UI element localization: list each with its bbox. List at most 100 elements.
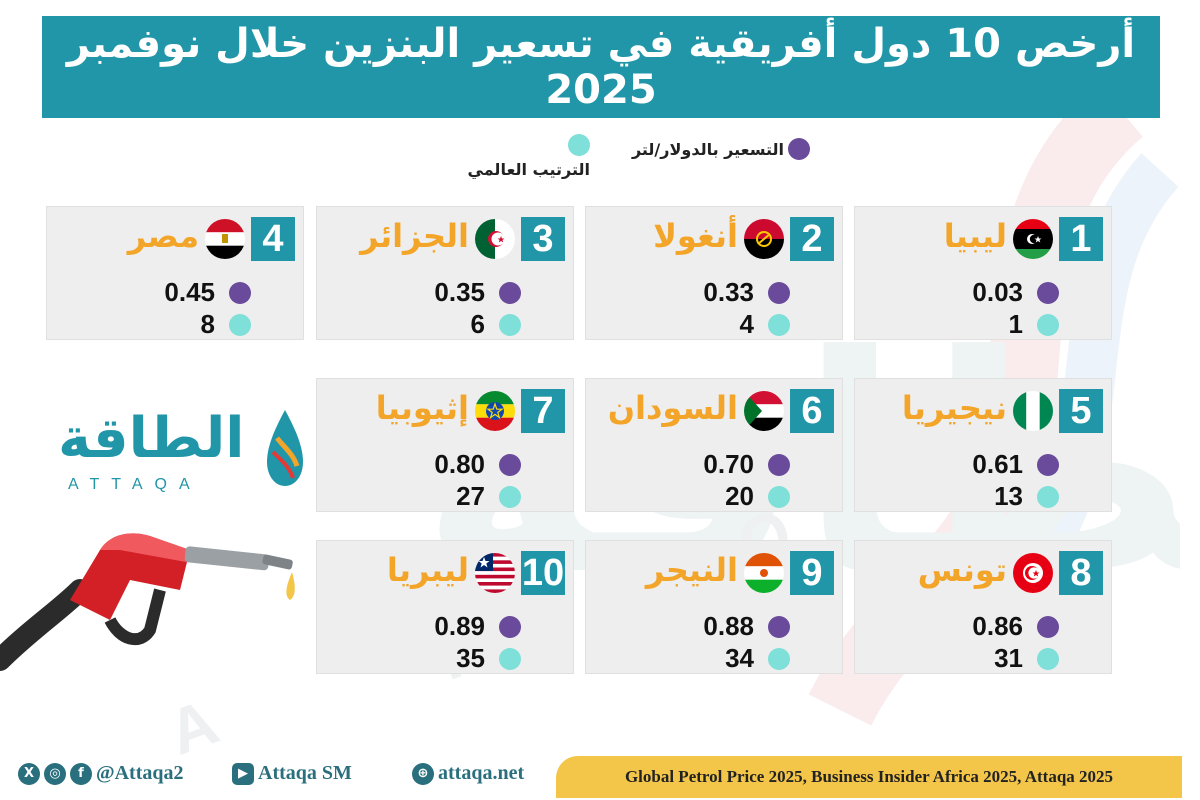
country-name: السودان	[607, 389, 738, 427]
world-rank-dot	[499, 647, 521, 670]
world-rank-dot	[768, 485, 790, 508]
price-row: 0.45	[164, 277, 251, 308]
rank-badge: 5	[1059, 389, 1103, 433]
liberia-flag-icon	[475, 553, 515, 593]
world-rank-row: 20	[725, 481, 790, 512]
legend: التسعير بالدولار/لتر الترتيب العالمي	[330, 130, 810, 184]
angola-flag-icon	[744, 219, 784, 259]
price-value: 0.03	[972, 277, 1023, 307]
world-rank-value: 27	[456, 481, 485, 511]
title-banner: أرخص 10 دول أفريقية في تسعير البنزين خلا…	[42, 16, 1160, 118]
instagram-icon[interactable]: ◎	[44, 762, 66, 785]
footer: X ◎ f @Attaqa2 ▶ Attaqa SM ⊕ attaqa.net …	[0, 752, 1200, 800]
price-dot	[1037, 615, 1059, 638]
price-row: 0.80	[434, 449, 521, 480]
website-link[interactable]: attaqa.net	[438, 762, 525, 784]
world-rank-row: 27	[456, 481, 521, 512]
world-rank-row: 6	[471, 309, 521, 340]
country-name: إثيوبيا	[375, 389, 469, 427]
ethiopia-flag-icon	[475, 391, 515, 431]
country-name: أنغولا	[653, 217, 738, 255]
world-rank-row: 13	[994, 481, 1059, 512]
price-dot	[768, 453, 790, 476]
world-rank-value: 13	[994, 481, 1023, 511]
country-name: الجزائر	[360, 217, 469, 255]
world-rank-row: 34	[725, 643, 790, 674]
country-card: 10 ليبريا 0.89 35	[316, 540, 574, 674]
x-icon[interactable]: X	[18, 762, 40, 785]
website-group[interactable]: ⊕ attaqa.net	[412, 762, 524, 785]
price-value: 0.33	[703, 277, 754, 307]
rank-badge: 10	[521, 551, 565, 595]
country-name: النيجر	[645, 551, 738, 589]
country-card: 5 نيجيريا 0.61 13	[854, 378, 1112, 512]
country-card: 9 النيجر 0.88 34	[585, 540, 843, 674]
price-row: 0.86	[972, 611, 1059, 642]
country-name: تونس	[917, 551, 1007, 589]
world-rank-value: 34	[725, 643, 754, 673]
country-name: ليبيا	[943, 217, 1007, 255]
algeria-flag-icon	[475, 219, 515, 259]
niger-flag-icon	[744, 553, 784, 593]
world-rank-dot	[1037, 647, 1059, 670]
source-text: Global Petrol Price 2025, Business Insid…	[624, 767, 1114, 786]
fuel-nozzle-icon	[0, 533, 295, 671]
price-row: 0.89	[434, 611, 521, 642]
legend-rank-text: الترتيب العالمي	[468, 160, 590, 179]
world-rank-dot	[499, 313, 521, 336]
facebook-icon[interactable]: f	[70, 762, 92, 785]
country-card: 4 مصر 0.45 8	[46, 206, 304, 340]
world-rank-value: 20	[725, 481, 754, 511]
world-rank-dot	[768, 313, 790, 336]
world-rank-row: 35	[456, 643, 521, 674]
social-handle[interactable]: @Attaqa2	[96, 762, 184, 784]
price-row: 0.03	[972, 277, 1059, 308]
rank-badge: 6	[790, 389, 834, 433]
price-row: 0.70	[703, 449, 790, 480]
world-rank-dot	[499, 485, 521, 508]
rank-badge: 7	[521, 389, 565, 433]
price-value: 0.89	[434, 611, 485, 641]
country-card: 8 تونس 0.86 31	[854, 540, 1112, 674]
social-handle-group[interactable]: X ◎ f @Attaqa2	[18, 762, 184, 785]
price-value: 0.45	[164, 277, 215, 307]
world-rank-row: 4	[740, 309, 790, 340]
fuel-drop-icon	[267, 410, 303, 486]
world-rank-dot	[768, 647, 790, 670]
price-value: 0.61	[972, 449, 1023, 479]
world-rank-dot	[229, 313, 251, 336]
legend-price-dot	[788, 138, 810, 160]
price-row: 0.33	[703, 277, 790, 308]
world-rank-row: 1	[1009, 309, 1059, 340]
country-name: ليبريا	[386, 551, 469, 589]
libya-flag-icon	[1013, 219, 1053, 259]
page-title: أرخص 10 دول أفريقية في تسعير البنزين خلا…	[66, 21, 1136, 113]
price-dot	[1037, 453, 1059, 476]
price-row: 0.35	[434, 277, 521, 308]
youtube-channel[interactable]: Attaqa SM	[258, 762, 352, 784]
country-card: 2 أنغولا 0.33 4	[585, 206, 843, 340]
youtube-icon[interactable]: ▶	[232, 762, 254, 785]
price-dot	[499, 453, 521, 476]
nigeria-flag-icon	[1013, 391, 1053, 431]
youtube-group[interactable]: ▶ Attaqa SM	[232, 762, 352, 785]
world-rank-value: 1	[1008, 309, 1023, 339]
globe-icon[interactable]: ⊕	[412, 762, 434, 785]
price-dot	[768, 615, 790, 638]
price-dot	[768, 281, 790, 304]
tunisia-flag-icon	[1013, 553, 1053, 593]
world-rank-value: 35	[456, 643, 485, 673]
country-name: نيجيريا	[901, 389, 1007, 427]
rank-badge: 3	[521, 217, 565, 261]
price-value: 0.35	[434, 277, 485, 307]
country-card: 7 إثيوبيا 0.80 27	[316, 378, 574, 512]
country-name: مصر	[127, 217, 199, 255]
world-rank-dot	[1037, 485, 1059, 508]
price-row: 0.61	[972, 449, 1059, 480]
legend-rank	[564, 134, 590, 156]
price-row: 0.88	[703, 611, 790, 642]
egypt-flag-icon	[205, 219, 245, 259]
price-dot	[499, 281, 521, 304]
rank-badge: 4	[251, 217, 295, 261]
price-dot	[1037, 281, 1059, 304]
